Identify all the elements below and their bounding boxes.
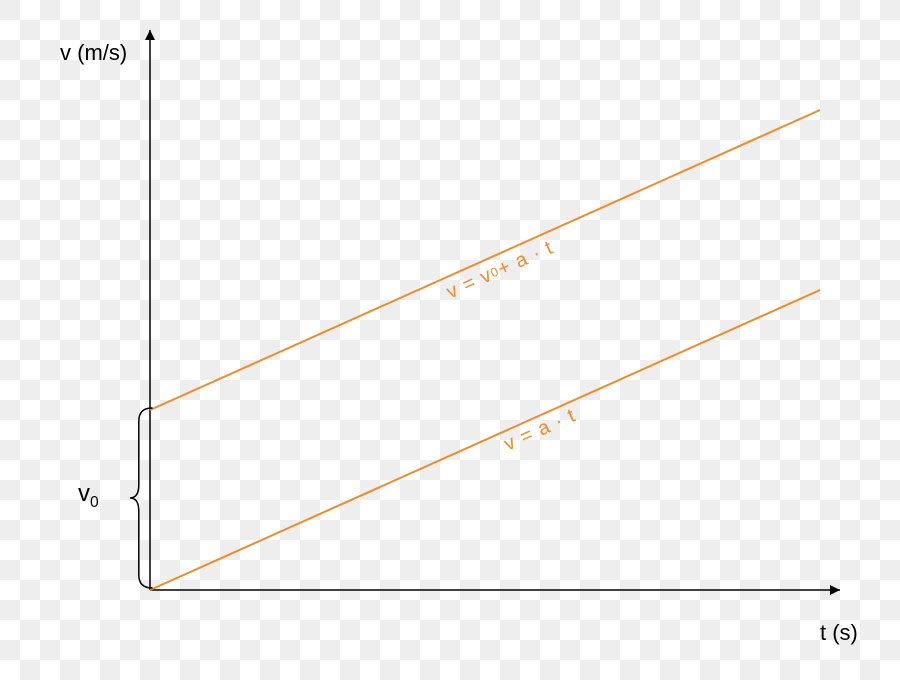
equation-labels: v = a · t v = v0 + a · t <box>373 199 667 502</box>
y-axis-label: v (m/s) <box>60 40 127 66</box>
v0-brace <box>130 408 152 588</box>
x-axis-label: t (s) <box>820 620 858 646</box>
axes <box>145 30 840 595</box>
plot-svg: v = a · t v = v0 + a · t <box>0 0 900 680</box>
brace-path <box>130 408 152 588</box>
v0-label: v0 <box>78 480 99 508</box>
line-offset-label: v = v0 + a · t <box>373 199 627 342</box>
diagram-canvas: v = a · t v = v0 + a · t v (m/s) t (s) v0 <box>0 0 900 680</box>
data-lines <box>150 110 820 590</box>
line-origin-label: v = a · t <box>413 359 667 502</box>
